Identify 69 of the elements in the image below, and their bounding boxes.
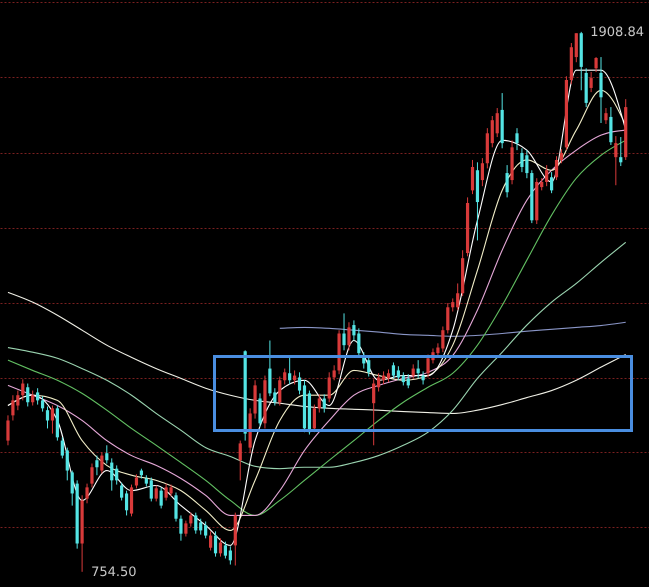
candlestick	[124, 490, 128, 516]
candlestick	[412, 364, 415, 379]
candlestick	[6, 414, 10, 446]
candlestick	[441, 326, 444, 353]
candlestick	[26, 383, 30, 407]
candlestick	[416, 360, 420, 379]
candlestick	[238, 440, 242, 481]
candlestick	[189, 512, 192, 528]
candlestick	[322, 394, 326, 414]
candlestick	[218, 538, 222, 558]
candlestick	[298, 372, 302, 395]
annotation: 1908.84	[590, 24, 644, 40]
candlestick	[446, 302, 450, 334]
candlestick	[590, 72, 593, 93]
candlestick	[386, 369, 390, 383]
candlestick	[614, 136, 618, 186]
candlestick	[46, 406, 50, 429]
candlestick	[174, 492, 178, 522]
candlestick	[328, 372, 331, 403]
candlestick	[594, 56, 598, 73]
candlestick	[228, 546, 232, 566]
candlestick	[85, 483, 89, 504]
candlestick	[40, 396, 44, 412]
candlestick	[288, 356, 292, 385]
candlestick	[604, 108, 608, 124]
candlestick	[392, 362, 396, 379]
candlestick	[525, 150, 528, 179]
candlestick	[421, 370, 425, 385]
candlestick	[160, 486, 163, 509]
candlestick	[169, 484, 173, 497]
candlestick	[31, 390, 34, 406]
candlestick	[154, 485, 158, 502]
candlestick	[179, 514, 183, 542]
candlestick	[105, 444, 108, 464]
candlestick	[36, 388, 40, 406]
candlestick	[21, 378, 24, 401]
candlestick	[554, 156, 558, 181]
candlestick	[208, 530, 212, 552]
candlestick	[515, 128, 519, 151]
candlestick	[342, 312, 346, 351]
candlestick	[332, 364, 336, 381]
candlestick	[619, 136, 622, 167]
candlestick	[184, 520, 188, 537]
candlestick	[480, 158, 484, 187]
candlestick	[140, 468, 143, 479]
candlestick	[134, 474, 138, 489]
candlestick	[100, 452, 104, 474]
candlestick	[545, 164, 548, 187]
candlestick	[283, 368, 286, 385]
candlestick	[50, 405, 54, 434]
candlestick	[506, 164, 509, 198]
candlestick	[347, 322, 351, 351]
candlestick	[550, 172, 554, 194]
candlestick	[214, 530, 218, 558]
candlestick	[436, 342, 440, 357]
annotation: 754.50	[91, 564, 137, 580]
candlestick	[470, 159, 474, 195]
candlestick	[293, 370, 296, 385]
candlestick	[164, 483, 168, 501]
candlestick	[278, 376, 282, 406]
candlestick	[120, 482, 124, 501]
candlestick	[90, 463, 94, 488]
candlestick	[95, 455, 99, 476]
candlestick	[520, 148, 524, 173]
candlestick	[318, 394, 321, 414]
candlestick	[382, 370, 386, 385]
candlestick	[426, 354, 430, 378]
candlestick	[560, 148, 564, 164]
candlestick	[224, 541, 228, 559]
